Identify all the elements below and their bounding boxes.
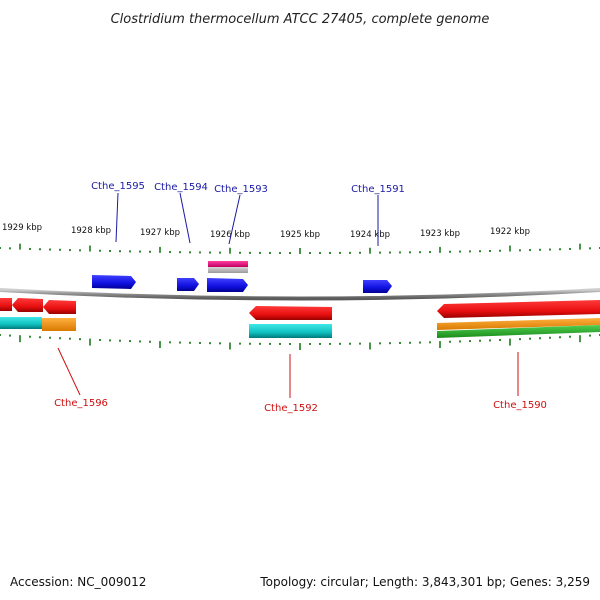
forward-genes <box>92 275 392 293</box>
rna-feature-grey <box>208 267 248 273</box>
gene-arrow-cthe-1595[interactable] <box>92 275 136 289</box>
callout-line <box>228 194 241 245</box>
genome-backbone <box>0 288 600 301</box>
gene-arrow-left-2[interactable] <box>12 298 43 312</box>
gene-arrow-cthe-1590[interactable] <box>437 300 600 318</box>
scale-label: 1925 kbp <box>280 230 320 240</box>
callout-line <box>115 192 119 243</box>
orange-feature-left[interactable] <box>42 318 76 331</box>
gene-arrow-cthe-1594[interactable] <box>177 278 199 291</box>
map-title: Clostridium thermocellum ATCC 27405, com… <box>111 12 490 27</box>
cyan-features <box>0 317 600 338</box>
gene-label-cthe-1596[interactable]: Cthe_1596 <box>54 398 108 409</box>
gene-arrow-left-1[interactable] <box>0 298 12 311</box>
gene-labels-top: Cthe_1595 Cthe_1594 Cthe_1593 Cthe_1591 <box>91 181 405 195</box>
scale-label: 1922 kbp <box>490 227 530 237</box>
gene-label-cthe-1593[interactable]: Cthe_1593 <box>214 184 268 195</box>
callout-line <box>179 192 191 244</box>
orange-feature-cthe-1590[interactable] <box>437 318 600 330</box>
gene-label-cthe-1595[interactable]: Cthe_1595 <box>91 181 145 192</box>
topology-text: Topology: circular; Length: 3,843,301 bp… <box>259 575 590 589</box>
gene-arrow-cthe-1593[interactable] <box>207 278 248 292</box>
accession-text: Accession: NC_009012 <box>10 575 146 589</box>
gene-label-cthe-1591[interactable]: Cthe_1591 <box>351 184 405 195</box>
green-feature-cthe-1590[interactable] <box>437 325 600 338</box>
upper-scale-ticks <box>0 243 600 254</box>
cyan-feature-cthe-1592[interactable] <box>249 324 332 338</box>
gene-arrow-cthe-1596[interactable] <box>43 300 76 314</box>
rna-feature-pink <box>208 261 248 267</box>
scale-label: 1929 kbp <box>2 223 42 233</box>
reverse-genes <box>0 298 600 320</box>
scale-label: 1928 kbp <box>71 226 111 236</box>
scale-label: 1924 kbp <box>350 230 390 240</box>
rna-feature[interactable] <box>208 261 248 273</box>
scale-labels: 1929 kbp 1928 kbp 1927 kbp 1926 kbp 1925… <box>2 223 530 240</box>
cyan-feature-left[interactable] <box>0 317 42 329</box>
callout-lines-bottom <box>57 347 519 398</box>
scale-label: 1923 kbp <box>420 229 460 239</box>
gene-label-cthe-1590[interactable]: Cthe_1590 <box>493 400 547 411</box>
gene-labels-bottom: Cthe_1596 Cthe_1592 Cthe_1590 <box>54 398 547 414</box>
gene-label-cthe-1594[interactable]: Cthe_1594 <box>154 182 208 193</box>
scale-label: 1927 kbp <box>140 228 180 238</box>
gene-label-cthe-1592[interactable]: Cthe_1592 <box>264 403 318 414</box>
callout-line <box>57 347 81 396</box>
callout-lines-top <box>115 192 379 246</box>
gene-arrow-cthe-1591[interactable] <box>363 280 392 293</box>
gene-arrow-cthe-1592[interactable] <box>249 306 332 320</box>
scale-label: 1926 kbp <box>210 230 250 240</box>
lower-scale-ticks <box>0 334 600 350</box>
